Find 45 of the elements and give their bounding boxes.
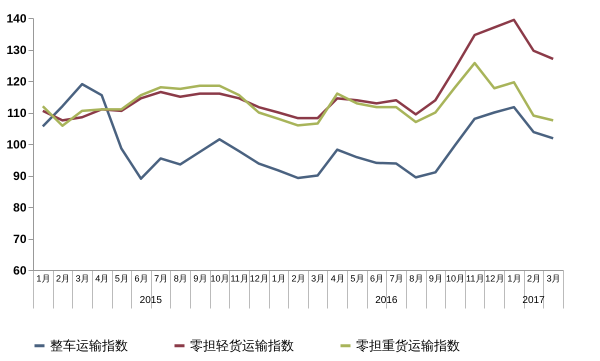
y-tick-label: 130 [6, 43, 27, 57]
x-tick-label: 4月 [95, 274, 110, 284]
legend-label: 零担轻货运输指数 [190, 338, 294, 353]
x-tick-label: 3月 [311, 274, 326, 284]
y-tick-label: 70 [13, 232, 27, 246]
y-tick-label: 90 [13, 169, 27, 183]
legend-label: 零担重货运输指数 [356, 338, 460, 353]
legend-label: 整车运输指数 [50, 338, 128, 353]
y-tick-label: 110 [7, 106, 27, 120]
x-tick-label: 1月 [36, 274, 50, 284]
x-tick-label: 1月 [272, 274, 286, 284]
x-tick-label: 3月 [76, 274, 90, 284]
x-tick-label: 7月 [154, 274, 168, 284]
x-tick-label: 6月 [134, 274, 148, 284]
text: 2017 [522, 295, 546, 306]
x-tick-label: 10月 [446, 274, 466, 284]
x-tick-label: 9月 [193, 274, 208, 284]
y-tick-label: 60 [13, 264, 27, 278]
x-tick-label: 11月 [466, 274, 484, 284]
x-tick-label: 2月 [291, 274, 306, 284]
text: 2016 [375, 295, 398, 306]
x-tick-label: 4月 [330, 274, 345, 284]
x-tick-label: 10月 [210, 274, 230, 284]
x-tick-label: 7月 [390, 274, 404, 284]
x-tick-label: 12月 [250, 274, 269, 284]
line-series [42, 82, 554, 180]
x-tick-label: 3月 [546, 274, 561, 284]
x-tick-label: 5月 [114, 274, 129, 284]
y-tick-label: 120 [6, 74, 27, 88]
x-tick-label: 9月 [428, 274, 443, 284]
x-tick-label: 1月 [507, 274, 522, 284]
text: 2015 [140, 295, 162, 306]
y-tick-label: 80 [13, 200, 27, 214]
line-series [42, 18, 554, 122]
x-tick-label: 2月 [527, 274, 542, 284]
y-tick-label: 140 [6, 12, 27, 26]
x-tick-label: 8月 [409, 274, 424, 284]
line-series [42, 62, 554, 127]
x-tick-label: 2月 [56, 274, 70, 284]
x-tick-label: 6月 [370, 274, 384, 284]
x-tick-label: 11月 [230, 274, 249, 284]
x-tick-label: 8月 [174, 274, 188, 284]
y-tick-label: 100 [6, 138, 27, 152]
x-tick-label: 5月 [350, 274, 364, 284]
x-tick-label: 12月 [485, 274, 504, 284]
